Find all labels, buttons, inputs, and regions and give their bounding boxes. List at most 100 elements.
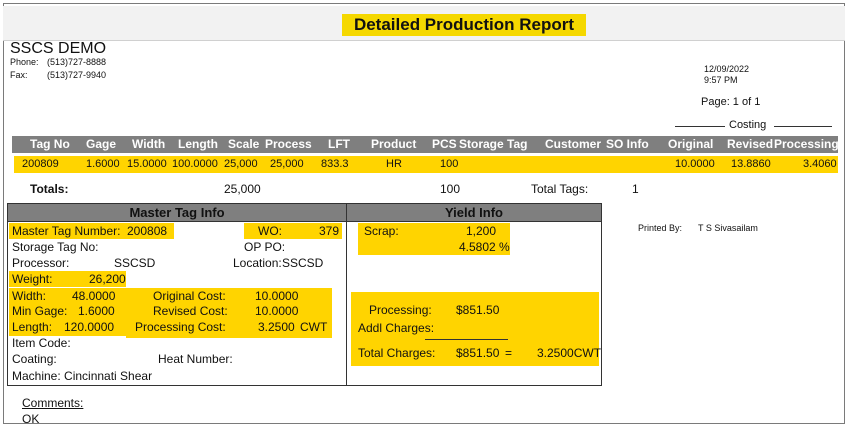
col-width: Width <box>132 137 166 151</box>
col-original: Original <box>668 137 714 151</box>
processor-value: SSCSD <box>114 256 156 270</box>
length-value: 120.0000 <box>64 320 115 334</box>
col-revised: Revised <box>727 137 774 151</box>
processing-charge-value: $851.50 <box>456 303 500 317</box>
col-length: Length <box>178 137 218 151</box>
heat-number-label: Heat Number: <box>158 352 233 366</box>
width-label: Width: <box>12 289 47 303</box>
scrap-highlight <box>358 223 510 255</box>
scrap-percent: 4.5802 % <box>459 240 510 254</box>
col-process: Process <box>265 137 312 151</box>
total-charges-cwt: 3.2500CWT <box>537 346 602 360</box>
col-product: Product <box>371 137 417 151</box>
report-time: 9:57 PM <box>704 75 738 85</box>
report-frame <box>3 3 845 424</box>
wo-label: WO: <box>258 224 282 238</box>
comments-label: Comments: <box>22 396 84 410</box>
processing-charge-label: Processing: <box>369 303 432 317</box>
total-tags-label: Total Tags: <box>531 182 589 196</box>
comments-text: OK <box>22 412 40 426</box>
cell-revised: 13.8860 <box>731 158 771 170</box>
report-title: Detailed Production Report <box>342 14 586 36</box>
master-tag-label: Master Tag Number: <box>12 224 121 238</box>
col-pcs: PCS <box>432 137 457 151</box>
location-value: SSCSD <box>282 256 324 270</box>
weight-highlight <box>9 271 126 287</box>
totals-scale: 25,000 <box>224 182 261 196</box>
report-date: 12/09/2022 <box>704 64 750 74</box>
col-storage-tag: Storage Tag <box>459 137 528 151</box>
processing-cost-value: 3.2500 <box>258 320 295 334</box>
min-gage-value: 1.6000 <box>78 304 115 318</box>
charges-underline <box>425 339 508 340</box>
weight-value: 26,200 <box>89 272 126 286</box>
totals-pcs: 100 <box>440 182 461 196</box>
costing-label: Costing <box>729 119 767 131</box>
costing-rule-right <box>774 126 832 127</box>
cell-gage: 1.6000 <box>86 158 120 170</box>
page-number: Page: 1 of 1 <box>701 96 761 108</box>
yield-heading: Yield Info <box>347 204 601 222</box>
col-gage: Gage <box>86 137 117 151</box>
processing-cost-label: Processing Cost: <box>135 320 226 334</box>
table-header <box>12 136 838 153</box>
min-gage-label: Min Gage: <box>12 304 68 318</box>
location-label: Location: <box>233 256 282 270</box>
company-name: SSCS DEMO <box>10 40 107 57</box>
cell-processing: 3.4060 <box>803 158 837 170</box>
addl-charges-label: Addl Charges: <box>358 321 435 335</box>
cell-original: 10.0000 <box>675 158 715 170</box>
total-tags-value: 1 <box>632 182 639 196</box>
scrap-label: Scrap: <box>364 224 399 238</box>
wo-value: 379 <box>319 224 340 238</box>
equals-sign: = <box>505 346 513 360</box>
master-tag-value: 200808 <box>127 224 168 238</box>
cell-tag-no: 200809 <box>22 158 59 170</box>
revised-cost-label: Revised Cost: <box>153 304 228 318</box>
cell-pcs: 100 <box>440 158 459 170</box>
col-tag-no: Tag No <box>30 137 70 151</box>
master-tag-heading: Master Tag Info <box>8 204 346 222</box>
machine-label: Machine: Cincinnati Shear <box>12 369 153 383</box>
dimensions-highlight <box>9 288 126 336</box>
master-tag-highlight <box>9 223 174 239</box>
item-code-label: Item Code: <box>12 336 71 350</box>
op-po-label: OP PO: <box>244 240 286 254</box>
costing-rule-left <box>675 126 725 127</box>
col-processing: Processing <box>774 137 839 151</box>
printed-by-label: Printed By: <box>638 223 683 233</box>
total-charges-label: Total Charges: <box>358 346 436 360</box>
fax-label: Fax: <box>10 70 28 80</box>
storage-tag-label: Storage Tag No: <box>12 240 99 254</box>
totals-label: Totals: <box>30 182 69 196</box>
processor-label: Processor: <box>12 256 70 270</box>
printed-by-name: T S Sivasailam <box>698 223 758 233</box>
cell-lft: 833.3 <box>321 158 349 170</box>
cell-scale: 25,000 <box>224 158 258 170</box>
total-charges-value: $851.50 <box>456 346 500 360</box>
scrap-value: 1,200 <box>466 224 497 238</box>
fax-value: (513)727-9940 <box>47 70 107 80</box>
col-so-info: SO Info <box>606 137 649 151</box>
original-cost-value: 10.0000 <box>255 289 299 303</box>
original-cost-label: Original Cost: <box>153 289 226 303</box>
processing-cost-unit: CWT <box>300 320 328 334</box>
charges-highlight <box>351 292 599 366</box>
col-customer: Customer <box>545 137 602 151</box>
table-row <box>14 156 838 173</box>
length-label: Length: <box>12 320 53 334</box>
width-value: 48.0000 <box>72 289 116 303</box>
cell-product: HR <box>386 158 402 170</box>
cell-length: 100.0000 <box>172 158 218 170</box>
weight-label: Weight: <box>12 272 53 286</box>
wo-highlight <box>244 223 342 239</box>
cost-highlight <box>126 288 332 338</box>
phone-value: (513)727-8888 <box>47 57 107 67</box>
coating-label: Coating: <box>12 352 57 366</box>
cell-width: 15.0000 <box>127 158 167 170</box>
yield-panel <box>346 203 602 386</box>
col-lft: LFT <box>328 137 350 151</box>
cell-process: 25,000 <box>270 158 304 170</box>
phone-label: Phone: <box>10 57 39 67</box>
revised-cost-value: 10.0000 <box>255 304 299 318</box>
